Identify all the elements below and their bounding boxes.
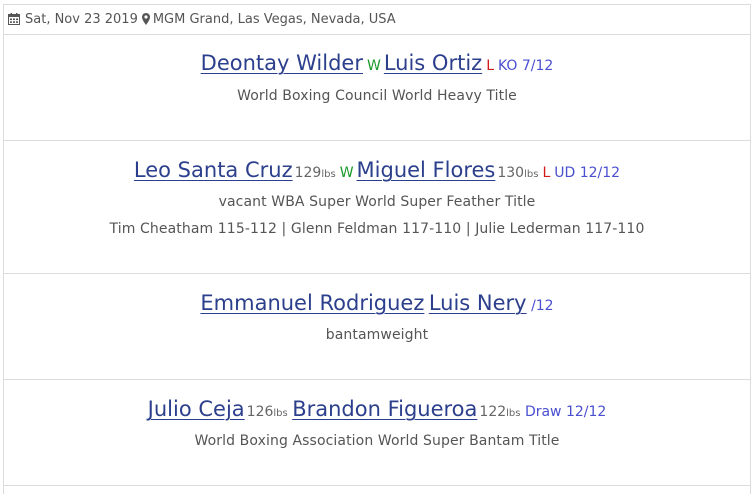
result-badge-loss: L [542, 165, 551, 181]
judges-scores: Tim Cheatham 115-112 | Glenn Feldman 117… [109, 221, 645, 237]
fighter-link[interactable]: Luis Ortiz [383, 51, 483, 75]
fighter-weight: 129 [294, 165, 322, 181]
bout-matchup: Deontay Wilder W Luis Ortiz L KO 7/12 [4, 51, 750, 75]
event-location: MGM Grand, Las Vegas, Nevada, USA [152, 12, 396, 27]
result-badge-loss: L [486, 58, 494, 74]
weight-unit: lbs [273, 408, 288, 419]
bout-row: Deontay Wilder W Luis Ortiz L KO 7/12 World … [4, 35, 750, 141]
fighter-weight: 122 [479, 404, 507, 420]
result-badge-win: W [366, 58, 381, 74]
weight-unit: lbs [321, 169, 336, 180]
bout-matchup: Emmanuel Rodriguez Luis Nery /12 [4, 291, 750, 315]
bout-method: KO 7/12 [498, 58, 554, 74]
fighter-link[interactable]: Leo Santa Cruz [133, 158, 293, 182]
fighter-link[interactable]: Julio Ceja [147, 397, 245, 421]
bout-row: Emmanuel Rodriguez Luis Nery /12 bantamw… [4, 274, 750, 380]
bout-row: Julio Ceja 126lbs Brandon Figueroa 122lbs … [4, 380, 750, 486]
bout-matchup: Julio Ceja 126lbs Brandon Figueroa 122lbs … [4, 397, 750, 421]
fighter-link[interactable]: Deontay Wilder [200, 51, 363, 75]
result-badge-win: W [339, 165, 354, 181]
weight-unit: lbs [506, 408, 521, 419]
fighter-link[interactable]: Luis Nery [428, 291, 527, 315]
bout-method: /12 [531, 298, 554, 314]
bout-method: Draw 12/12 [524, 404, 607, 420]
bout-method: UD 12/12 [554, 165, 621, 181]
weight-unit: lbs [524, 169, 539, 180]
bout-title: World Boxing Council World Heavy Title [237, 88, 517, 104]
fighter-link[interactable]: Emmanuel Rodriguez [200, 291, 425, 315]
bout-row: Leo Santa Cruz 129lbs W Miguel Flores 130lbs… [4, 141, 750, 274]
event-date: Sat, Nov 23 2019 [25, 12, 138, 27]
bout-title: vacant WBA Super World Super Feather Tit… [218, 194, 536, 210]
calendar-icon [8, 12, 20, 25]
fight-card: Sat, Nov 23 2019 MGM Grand, Las Vegas, N… [3, 4, 751, 494]
bout-matchup: Leo Santa Cruz 129lbs W Miguel Flores 130lbs… [4, 158, 750, 182]
fighter-weight: 126 [246, 404, 274, 420]
fighter-link[interactable]: Brandon Figueroa [292, 397, 478, 421]
fighter-weight: 130 [497, 165, 525, 181]
bout-title: bantamweight [325, 327, 429, 343]
event-header: Sat, Nov 23 2019 MGM Grand, Las Vegas, N… [4, 5, 750, 35]
bout-title: World Boxing Association World Super Ban… [194, 433, 560, 449]
fighter-link[interactable]: Miguel Flores [356, 158, 496, 182]
map-marker-icon [141, 12, 150, 25]
